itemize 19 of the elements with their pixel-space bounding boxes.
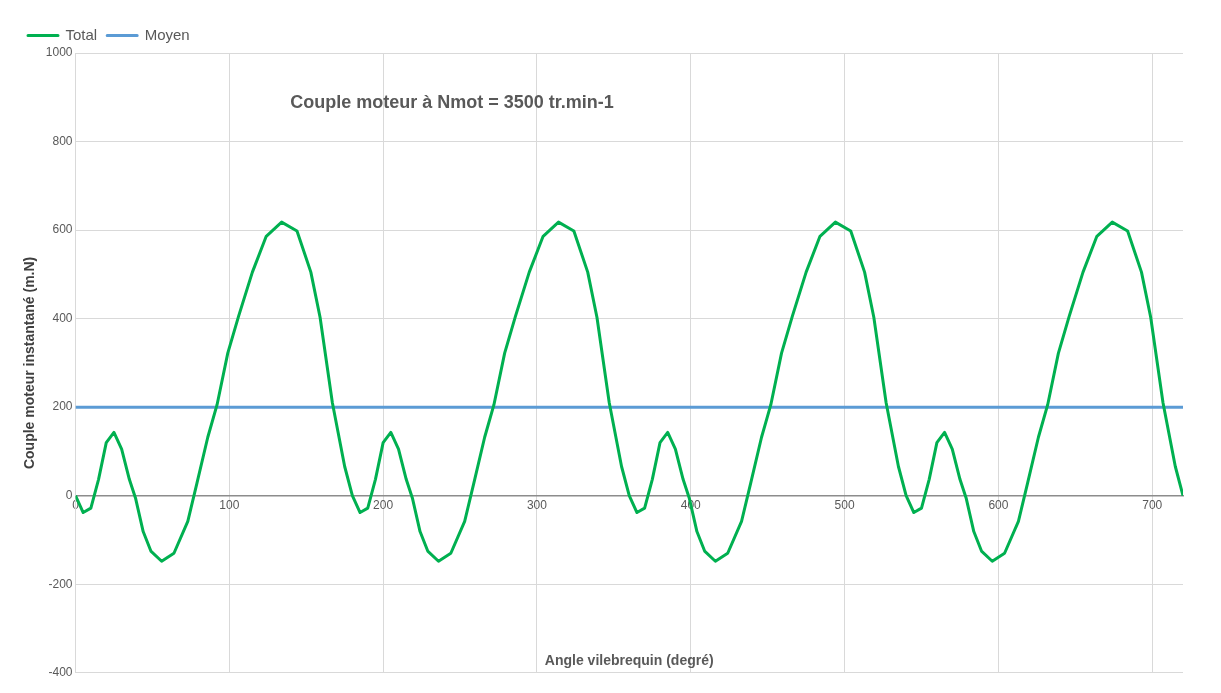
y-tick-label: 400 bbox=[52, 310, 73, 325]
x-tick-label: 200 bbox=[373, 498, 394, 513]
x-tick-label: 600 bbox=[988, 498, 1009, 513]
y-tick-label: -400 bbox=[48, 665, 73, 680]
x-tick-label: 100 bbox=[219, 498, 240, 513]
y-tick-label: -200 bbox=[48, 576, 73, 591]
x-tick-label: 500 bbox=[834, 498, 855, 513]
y-axis-title: Couple moteur instantané (m.N) bbox=[21, 256, 38, 470]
x-tick-label: 700 bbox=[1142, 498, 1163, 513]
y-tick-label: 200 bbox=[52, 399, 73, 414]
y-tick-label: 800 bbox=[52, 133, 73, 148]
text: Couple moteur à Nmot = 3500 tr.min-1 bbox=[290, 91, 614, 112]
legend-label: Moyen bbox=[144, 25, 190, 43]
x-axis-title: Angle vilebrequin (degré) bbox=[544, 651, 714, 668]
y-tick-label: 1000 bbox=[45, 45, 73, 60]
y-tick-label: 0 bbox=[65, 488, 73, 503]
legend-label: Total bbox=[65, 25, 98, 43]
x-tick-label: 300 bbox=[526, 498, 548, 513]
y-tick-label: 600 bbox=[52, 222, 73, 237]
